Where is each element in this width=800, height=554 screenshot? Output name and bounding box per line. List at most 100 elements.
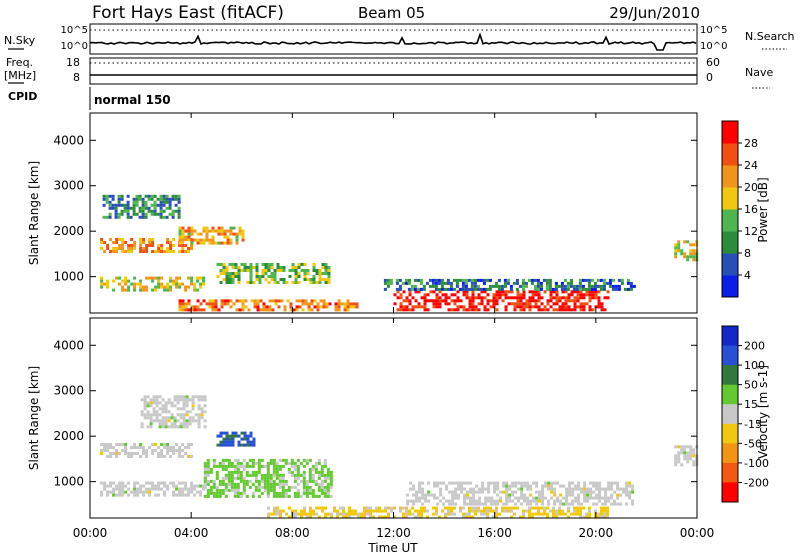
heatmap-cell — [121, 279, 125, 283]
heatmap-cell — [284, 461, 288, 465]
heatmap-cell — [592, 484, 596, 488]
heatmap-cell — [127, 452, 131, 455]
heatmap-cell — [529, 499, 533, 503]
heatmap-cell — [303, 275, 307, 278]
heatmap-cell — [164, 404, 168, 408]
heatmap-cell — [534, 299, 538, 303]
heatmap-cell — [243, 269, 247, 272]
heatmap-cell — [169, 241, 173, 244]
heatmap-cell — [257, 494, 261, 498]
colorbar-tick-label: 200 — [744, 340, 765, 353]
heatmap-cell — [247, 308, 251, 312]
heatmap-cell — [468, 512, 471, 516]
heatmap-cell — [181, 449, 185, 452]
heatmap-cell — [223, 229, 227, 233]
heatmap-cell — [146, 395, 150, 399]
heatmap-cell — [303, 512, 306, 516]
heatmap-cell — [435, 506, 438, 510]
heatmap-cell — [217, 226, 221, 230]
heatmap-cell — [242, 485, 246, 489]
heatmap-cell — [193, 305, 197, 309]
heatmap-cell — [554, 287, 558, 291]
heatmap-cell — [161, 425, 165, 429]
heatmap-cell — [231, 275, 235, 278]
heatmap-cell — [447, 506, 450, 510]
heatmap-cell — [231, 431, 235, 435]
heatmap-cell — [553, 502, 557, 506]
heatmap-cell — [471, 290, 475, 294]
heatmap-cell — [616, 487, 620, 491]
heatmap-cell — [124, 446, 128, 449]
heatmap-cell — [206, 458, 210, 462]
heatmap-cell — [533, 278, 537, 282]
heatmap-cell — [577, 487, 581, 491]
heatmap-cell — [199, 238, 203, 242]
heatmap-cell — [529, 484, 533, 488]
heatmap-cell — [552, 296, 556, 300]
heatmap-cell — [197, 422, 201, 426]
heatmap-cell — [583, 481, 587, 485]
heatmap-cell — [579, 308, 583, 312]
heatmap-cell — [118, 244, 122, 247]
heatmap-cell — [498, 296, 502, 300]
heatmap-cell — [106, 493, 110, 497]
heatmap-cell — [318, 281, 322, 284]
heatmap-cell — [514, 481, 518, 485]
heatmap-cell — [547, 481, 551, 485]
heatmap-cell — [138, 206, 142, 210]
heatmap-cell — [447, 302, 451, 306]
heatmap-cell — [472, 490, 476, 494]
heatmap-cell — [387, 515, 390, 519]
heatmap-cell — [206, 464, 210, 468]
heatmap-cell — [218, 464, 222, 468]
heatmap-cell — [150, 197, 154, 201]
heatmap-cell — [580, 490, 584, 494]
heatmap-cell — [425, 281, 429, 285]
heatmap-cell — [256, 305, 260, 309]
heatmap-cell — [383, 278, 387, 282]
heatmap-cell — [363, 512, 366, 516]
heatmap-cell — [256, 308, 260, 312]
heatmap-cell — [496, 481, 500, 485]
heatmap-cell — [322, 299, 326, 303]
heatmap-cell — [156, 203, 160, 207]
heatmap-cell — [598, 493, 602, 497]
heatmap-cell — [178, 244, 182, 247]
heatmap-cell — [416, 287, 420, 291]
heatmap-cell — [471, 299, 475, 303]
heatmap-cell — [130, 455, 134, 458]
heatmap-cell — [677, 243, 681, 247]
heatmap-cell — [267, 281, 271, 284]
heatmap-cell — [105, 197, 109, 201]
heatmap-cell — [149, 401, 153, 405]
heatmap-cell — [287, 467, 291, 471]
heatmap-cell — [248, 464, 252, 468]
heatmap-cell — [193, 288, 197, 292]
heatmap-cell — [168, 203, 172, 207]
heatmap-cell — [534, 293, 538, 297]
heatmap-cell — [501, 290, 505, 294]
heatmap-cell — [163, 481, 167, 485]
heatmap-cell — [296, 458, 300, 462]
heatmap-cell — [317, 482, 321, 486]
heatmap-cell — [296, 473, 300, 477]
heatmap-cell — [436, 496, 440, 500]
heatmap-cell — [135, 203, 139, 207]
heatmap-cell — [170, 413, 174, 417]
heatmap-cell — [225, 440, 229, 444]
heatmap-cell — [130, 250, 134, 253]
heatmap-cell — [157, 484, 161, 488]
heatmap-cell — [504, 506, 507, 510]
heatmap-cell — [450, 512, 453, 516]
noise-right-label: N.Search — [745, 30, 795, 43]
heatmap-cell — [573, 305, 577, 309]
heatmap-cell — [157, 455, 161, 458]
heatmap-cell — [151, 487, 155, 491]
heatmap-cell — [151, 449, 155, 452]
heatmap-cell — [270, 278, 274, 281]
heatmap-cell — [342, 506, 345, 510]
heatmap-cell — [175, 276, 179, 280]
heatmap-cell — [479, 278, 483, 282]
heatmap-cell — [261, 263, 265, 266]
heatmap-cell — [203, 464, 207, 468]
